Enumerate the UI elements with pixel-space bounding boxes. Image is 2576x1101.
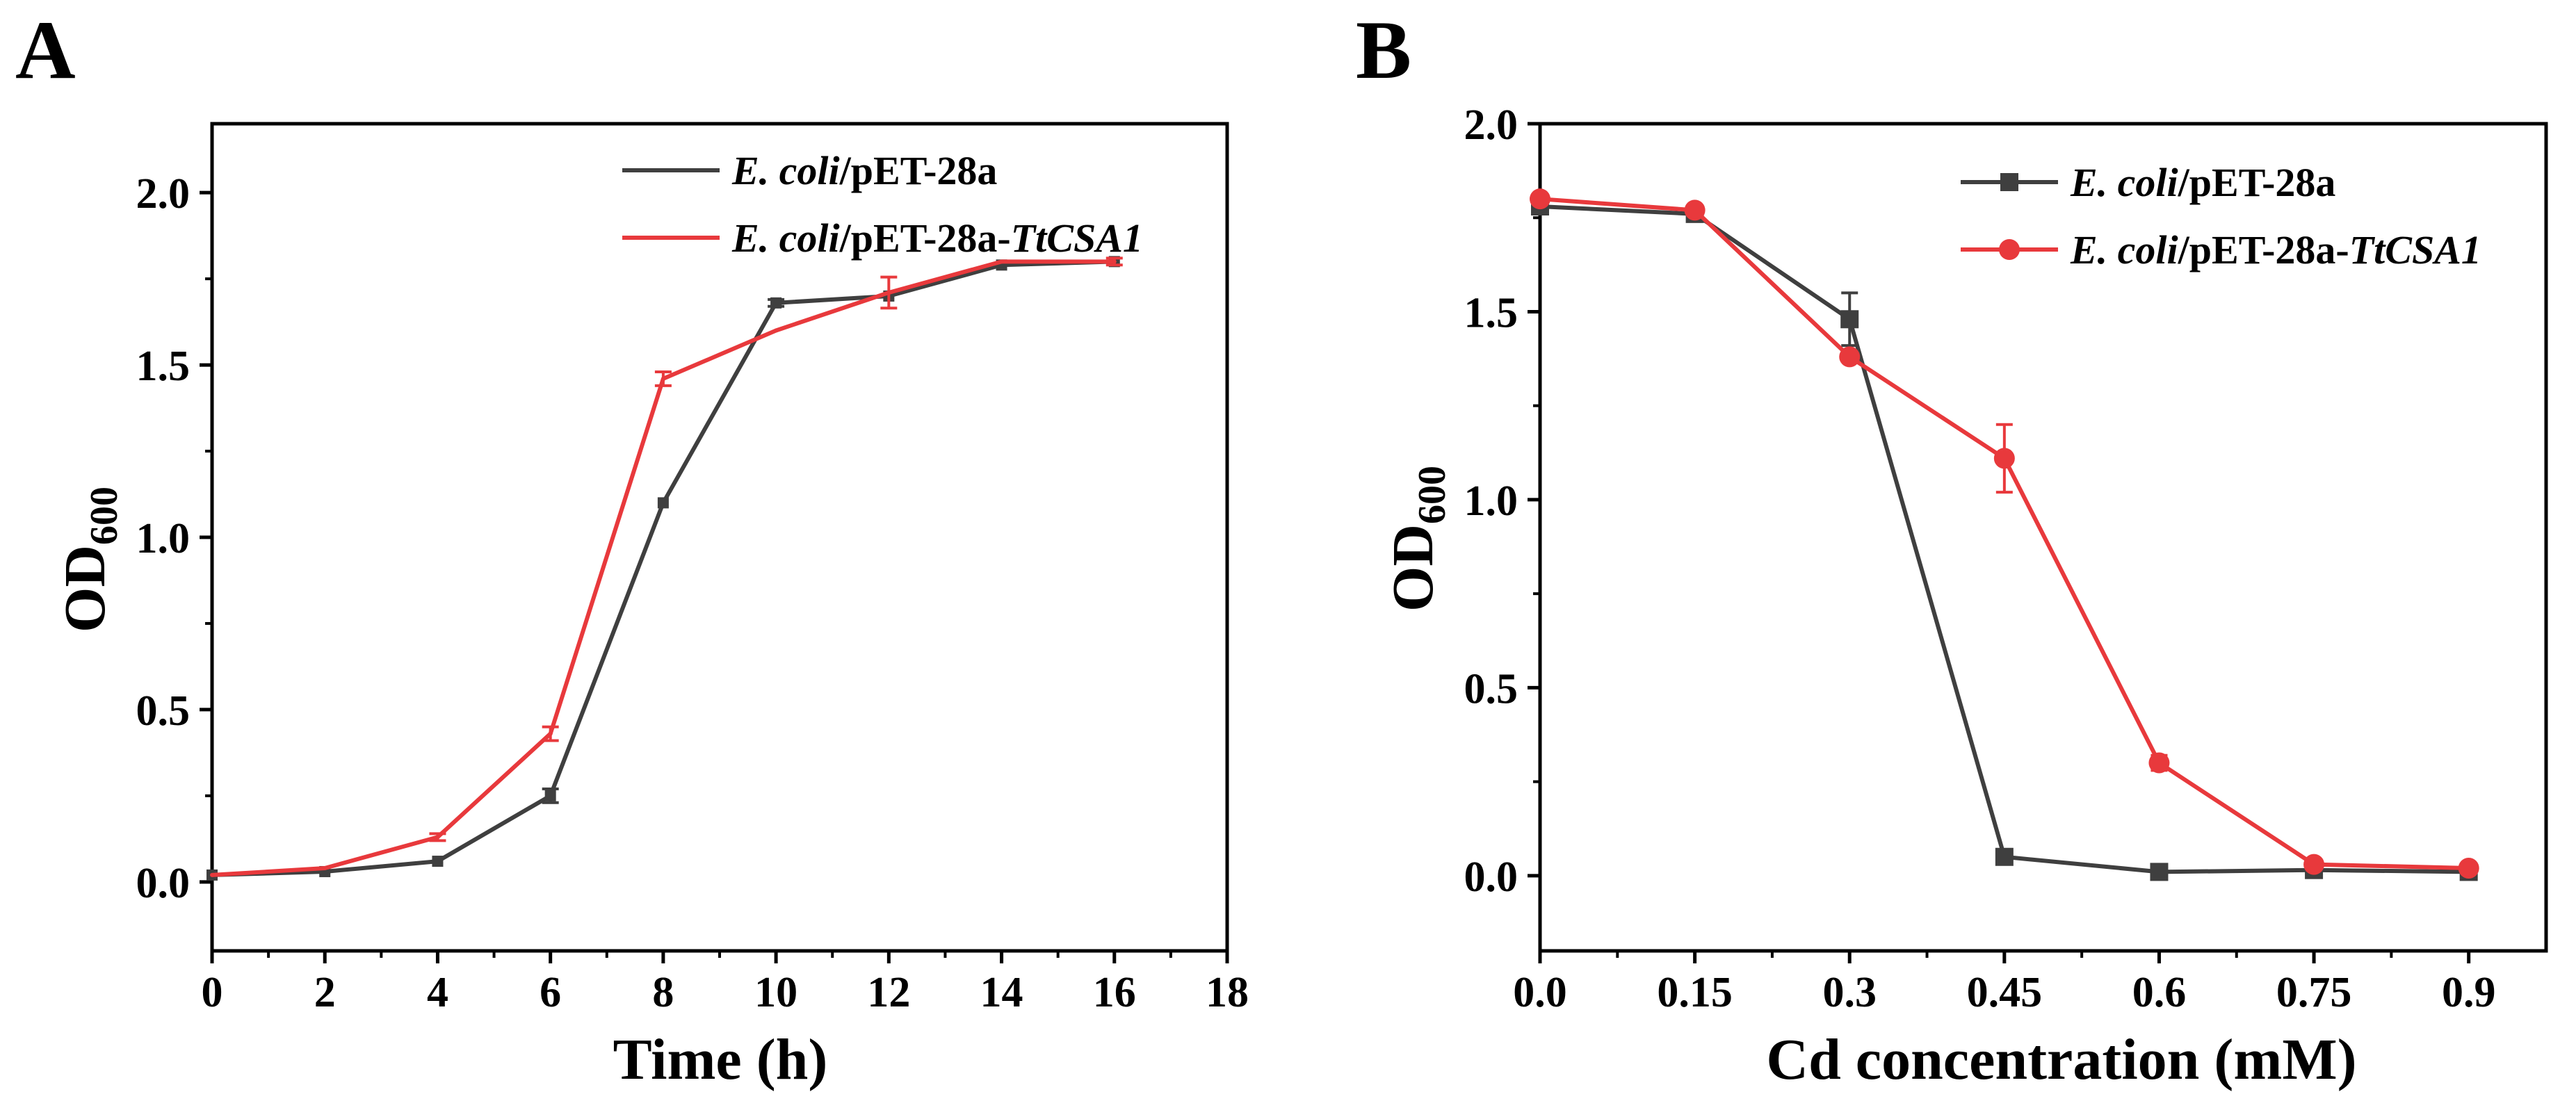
panel-a-letter: A (15, 3, 76, 96)
panel-b-y-axis-title: OD600 (1381, 466, 1454, 612)
panel-a-series-2-point (661, 376, 665, 381)
panel-a-x-tick-label: 12 (867, 969, 910, 1016)
panel-a-series-2 (210, 256, 1123, 877)
panel-b-series-2-line (1539, 197, 2469, 870)
panel-b-series-1-point (1840, 310, 1859, 329)
panel-b-y-tick-label: 1.0 (1464, 478, 1518, 525)
panel-a-x-tick-label: 0 (202, 969, 223, 1016)
panel-a-x-tick-label: 14 (980, 969, 1023, 1016)
panel-b-series-1-point (2150, 863, 2169, 881)
panel-a-series-2-point (210, 872, 214, 877)
panel-a-series-2-point (886, 290, 891, 295)
panel-b-series-2-legend-label: E. coli/pET-28a-TtCSA1 (2070, 227, 2481, 272)
panel-b-x-tick-label: 0.6 (2132, 969, 2187, 1016)
panel-a-y-tick-label: 1.0 (136, 515, 191, 562)
panel-b-y-tick-label: 1.5 (1464, 289, 1518, 336)
panel-a-y-tick-label: 1.5 (136, 343, 191, 390)
panel-a-y-tick-label: 0.5 (136, 687, 191, 735)
panel-a: A 0 2 4 6 8 10 12 14 16 18 0.0 0.5 1.0 1.5 2.0 E. coli… (15, 3, 1249, 1092)
panel-b-series-1-point (1995, 847, 2014, 866)
panel-b-y-tick-label: 2.0 (1464, 101, 1518, 149)
panel-b-series-1-legend-marker (2000, 173, 2018, 191)
panel-b-series-2-point (1993, 448, 2015, 469)
panel-b-series-1-legend-label: E. coli/pET-28a (2070, 160, 2335, 205)
panel-b-x-tick-label: 0.75 (2276, 969, 2352, 1016)
panel-b-x-tick-label: 0.15 (1657, 969, 1733, 1016)
panel-a-series-1-legend-label: E. coli/pET-28a (731, 148, 997, 193)
panel-b-series-2-legend-marker (1999, 239, 2020, 260)
panel-a-x-tick-label: 8 (652, 969, 674, 1016)
panel-a-series-1-point (544, 790, 556, 801)
panel-a-y-tick-label: 0.0 (136, 860, 191, 907)
panel-a-series-1-point (432, 856, 444, 867)
panel-b-series-2-point (2303, 854, 2325, 875)
panel-a-series-2-point (999, 259, 1004, 264)
panel-a-x-tick-label: 16 (1093, 969, 1136, 1016)
panel-a-series-2-point (548, 731, 553, 736)
panel-a-y-axis-title: OD600 (53, 487, 126, 633)
panel-a-series-1 (206, 256, 1120, 881)
panel-b-x-axis-title: Cd concentration (mM) (1766, 1027, 2356, 1092)
panel-b-y-tick-label: 0.5 (1464, 665, 1518, 712)
panel-a-series-2-line (211, 259, 1115, 877)
panel-b-series-2 (1530, 188, 2479, 879)
panel-a-series-2-point (323, 866, 327, 870)
panel-b-series-2-point (2148, 752, 2170, 774)
panel-b-y-tick-label: 0.0 (1464, 854, 1518, 901)
panel-a-x-tick-label: 6 (540, 969, 561, 1016)
panel-a-x-tick-label: 2 (314, 969, 336, 1016)
panel-a-series-2-point (1112, 259, 1117, 264)
panel-b-series-2-point (1839, 346, 1861, 368)
panel-a-series-1-point (657, 497, 669, 509)
panel-a-series-2-point (435, 835, 440, 840)
panel-b-series-1-line (1539, 204, 2469, 874)
panel-b-x-tick-label: 0.9 (2442, 969, 2496, 1016)
panel-b-letter: B (1356, 3, 1411, 96)
panel-b-series-2-point (1530, 188, 1550, 210)
panel-a-x-axis-title: Time (h) (613, 1027, 828, 1092)
panel-a-series-1-point (770, 297, 782, 309)
panel-b-x-tick-label: 0.0 (1513, 969, 1567, 1016)
panel-a-series-1-line (211, 259, 1115, 877)
panel-a-series-2-legend-label: E. coli/pET-28a-TtCSA1 (731, 215, 1143, 261)
panel-b-series-2-point (1684, 199, 1706, 221)
panel-b-series-1 (1531, 197, 2478, 881)
panel-b-x-tick-label: 0.45 (1967, 969, 2043, 1016)
panel-a-y-tick-label: 2.0 (136, 170, 191, 218)
panel-a-x-tick-label: 18 (1206, 969, 1249, 1016)
panel-b-plot-frame (1538, 122, 2548, 953)
panel-b: B 0.0 0.15 0.3 0.45 0.6 0.75 0.9 0.0 0.5 1.0 1.5 2.… (1356, 3, 2548, 1092)
panel-a-series-2-point (774, 328, 779, 333)
panel-b-series-2-point (2458, 858, 2479, 879)
panel-a-x-tick-label: 10 (754, 969, 797, 1016)
panel-b-x-tick-label: 0.3 (1822, 969, 1877, 1016)
panel-a-x-tick-label: 4 (427, 969, 448, 1016)
